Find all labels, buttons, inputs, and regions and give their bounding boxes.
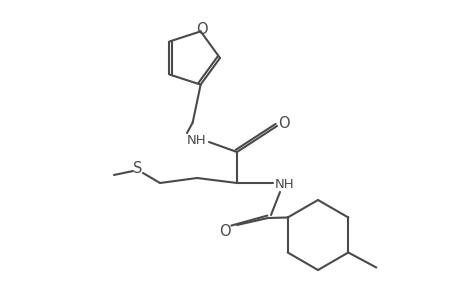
Text: NH: NH (187, 134, 207, 146)
Text: O: O (196, 22, 207, 37)
Text: O: O (218, 224, 230, 238)
Text: NH: NH (274, 178, 294, 191)
Text: S: S (133, 160, 142, 175)
Text: O: O (278, 116, 289, 130)
